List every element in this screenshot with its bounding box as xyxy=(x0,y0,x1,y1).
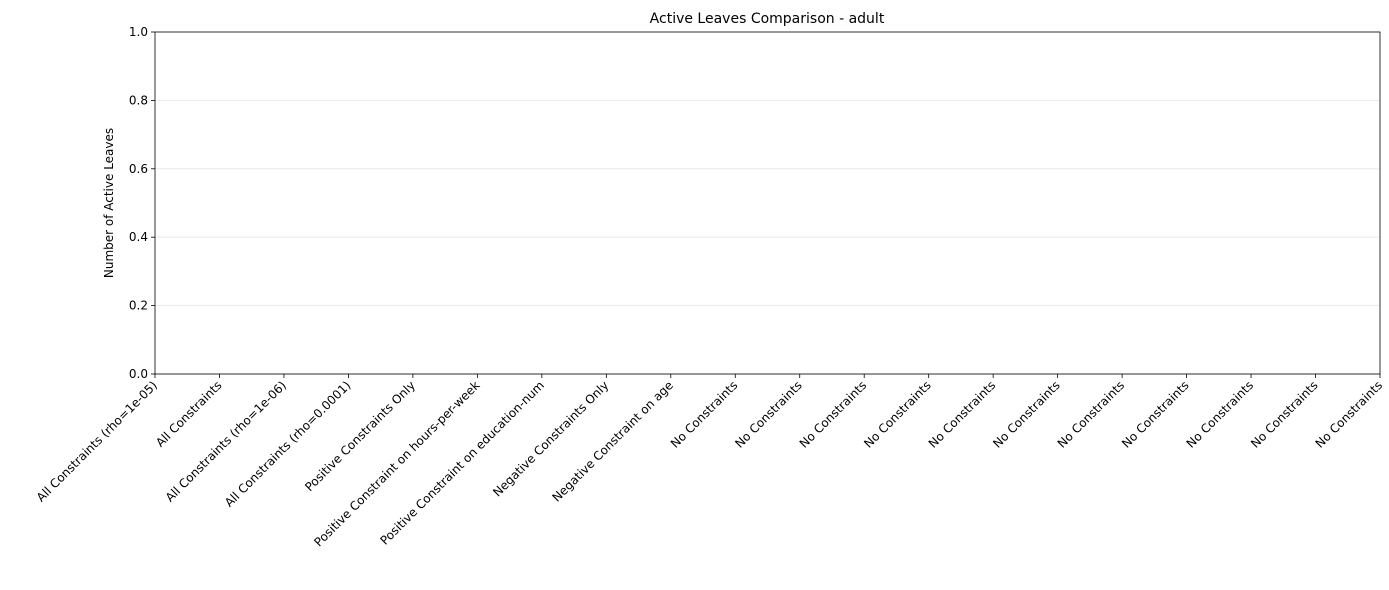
x-tick-label: No Constraints xyxy=(1055,378,1128,451)
x-tick-label: No Constraints xyxy=(732,378,805,451)
x-tick-label: No Constraints xyxy=(668,378,741,451)
x-tick-label: No Constraints xyxy=(990,378,1063,451)
x-tick-label: Negative Constraints Only xyxy=(490,378,611,499)
plot-frame xyxy=(154,31,1381,375)
x-tick-label: No Constraints xyxy=(1313,378,1386,451)
chart-title: Active Leaves Comparison - adult xyxy=(650,11,885,27)
x-tick-label: All Constraints xyxy=(153,378,225,450)
y-tick-label: 0.4 xyxy=(129,230,148,244)
x-tick-label: Negative Constraint on age xyxy=(549,378,675,504)
y-tick-label: 0.0 xyxy=(129,367,148,381)
y-axis-label: Number of Active Leaves xyxy=(102,128,116,278)
x-tick-label: Positive Constraints Only xyxy=(302,378,418,494)
x-tick-label: No Constraints xyxy=(1248,378,1321,451)
y-tick-label: 0.2 xyxy=(129,299,148,313)
x-tick-label: No Constraints xyxy=(926,378,999,451)
x-tick-label: No Constraints xyxy=(1184,378,1257,451)
x-tick-label: All Constraints (rho=1e-05) xyxy=(34,378,160,504)
x-tick-label: All Constraints (rho=1e-06) xyxy=(163,378,289,504)
x-tick-label: No Constraints xyxy=(797,378,870,451)
y-tick-label: 0.8 xyxy=(129,93,148,107)
y-tick-label: 1.0 xyxy=(129,25,148,39)
x-tick-label: No Constraints xyxy=(1119,378,1192,451)
x-tick-label: No Constraints xyxy=(861,378,934,451)
x-tick-label: All Constraints (rho=0.0001) xyxy=(222,378,354,510)
y-tick-label: 0.6 xyxy=(129,162,148,176)
